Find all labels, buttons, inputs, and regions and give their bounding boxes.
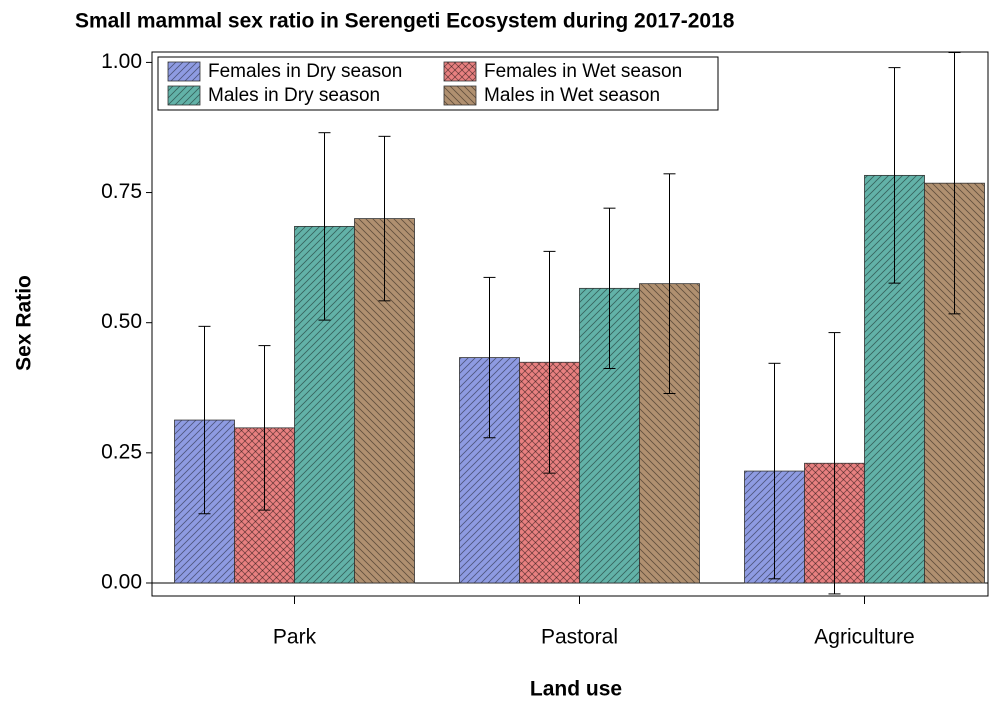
y-tick-label: 0.25 <box>101 440 142 463</box>
legend-box <box>157 56 719 111</box>
x-axis-label: Land use <box>530 678 622 701</box>
x-tick-label: Agriculture <box>814 626 914 649</box>
legend-label: Males in Dry season <box>208 85 380 106</box>
error-bar <box>318 132 331 321</box>
y-tick-label: 0.75 <box>101 180 142 203</box>
legend-label: Females in Dry season <box>208 61 402 82</box>
y-tick-label: 1.00 <box>101 50 142 73</box>
legend-label: Females in Wet season <box>484 61 682 82</box>
error-bar <box>768 362 781 580</box>
error-bar <box>258 345 271 511</box>
y-axis-label: Sex Ratio <box>13 275 36 371</box>
legend-swatch <box>443 85 477 106</box>
error-bar <box>483 276 496 439</box>
error-bar <box>828 332 841 595</box>
error-bar <box>543 250 556 474</box>
x-tick-label: Park <box>273 626 317 649</box>
legend-swatch <box>167 61 201 82</box>
error-bar <box>378 135 391 302</box>
plot-frame <box>151 51 989 597</box>
x-tick-label: Pastoral <box>541 626 618 649</box>
legend-swatch <box>443 61 477 82</box>
error-bar <box>663 173 676 394</box>
legend-swatch <box>167 85 201 106</box>
error-bar <box>603 207 616 370</box>
error-bar <box>198 325 211 515</box>
error-bar <box>948 52 961 315</box>
chart-title: Small mammal sex ratio in Serengeti Ecos… <box>75 10 735 33</box>
y-tick-label: 0.50 <box>101 310 142 333</box>
y-tick-label: 0.00 <box>101 571 142 594</box>
legend: Females in Dry season Females in Wet seas… <box>157 56 719 111</box>
error-bar <box>888 67 901 284</box>
legend-label: Males in Wet season <box>484 85 660 106</box>
